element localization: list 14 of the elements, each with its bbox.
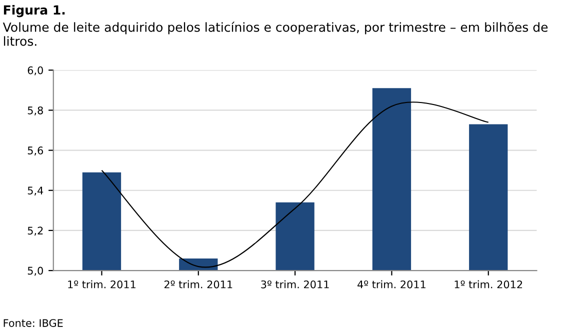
chart-title: Figura 1. (4, 5, 65, 18)
y-tick-label: 5,2 (28, 226, 43, 236)
source-note: Fonte: IBGE (4, 319, 63, 327)
x-tick-label: 4º trim. 2011 (358, 280, 426, 288)
x-tick-label: 1º trim. 2012 (454, 280, 522, 288)
y-tick-label: 6,0 (28, 66, 43, 76)
y-tick-label: 5,4 (28, 186, 44, 196)
chart-subtitle: Volume de leite adquirido pelos laticínios e cooperativas, por trimestre – em bilhões de litros. (2, 22, 548, 46)
y-tick-label: 5,0 (28, 266, 43, 276)
y-tick-label: 5,6 (28, 146, 44, 156)
x-tick-label: 3º trim. 2011 (261, 280, 329, 288)
x-tick-label: 2º trim. 2011 (164, 280, 232, 288)
x-tick-label: 1º trim. 2011 (68, 280, 136, 288)
y-tick-label: 5,8 (28, 106, 43, 116)
